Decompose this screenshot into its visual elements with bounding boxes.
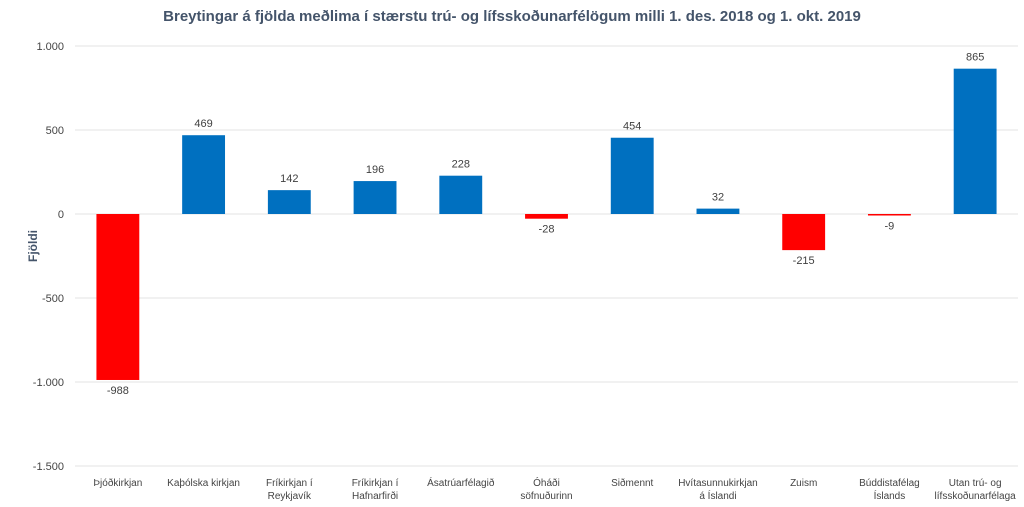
x-tick-label-line: Fríkirkjan í — [266, 478, 313, 489]
x-tick-label-line: Óháði — [533, 476, 560, 489]
bar — [525, 214, 568, 219]
x-tick-label-line: Reykjavík — [268, 491, 312, 502]
x-tick-label: Búddistafélag Íslands — [859, 478, 920, 502]
y-tick-label: -500 — [42, 293, 64, 305]
x-tick-label: Siðmennt — [611, 477, 653, 489]
data-label: 865 — [966, 52, 984, 64]
y-tick-label: 1.000 — [36, 41, 64, 53]
x-tick-label-line: Zuism — [790, 478, 817, 489]
x-tick-label-line: Íslands — [874, 489, 906, 502]
y-tick-label: 0 — [58, 209, 64, 221]
x-tick-label: Zuism — [790, 478, 817, 489]
x-tick-label: Kaþólska kirkjan — [167, 478, 240, 489]
bar — [267, 190, 311, 214]
bar — [782, 214, 826, 251]
bar — [696, 208, 740, 214]
data-label: -215 — [793, 255, 815, 267]
x-tick-label: Fríkirkjan í Hafnarfirði — [352, 478, 399, 502]
x-tick-label-line: Hafnarfirði — [352, 490, 398, 502]
x-tick-label: Hvítasunnukirkjan á Íslandi — [678, 478, 757, 502]
bar — [867, 214, 911, 216]
data-label: 228 — [452, 159, 470, 171]
x-tick-label-line: á Íslandi — [699, 489, 736, 502]
data-label: 454 — [623, 121, 641, 133]
y-tick-label: -1.000 — [33, 377, 64, 389]
x-tick-label-line: Siðmennt — [611, 477, 653, 489]
bar — [353, 181, 397, 214]
x-tick-label-line: Kaþólska kirkjan — [167, 478, 240, 489]
y-tick-label: -1.500 — [33, 461, 64, 473]
y-tick-label: 500 — [46, 125, 64, 137]
data-label: 32 — [712, 192, 724, 204]
x-tick-label-line: Þjóðkirkjan — [93, 477, 142, 489]
x-tick-label: Óháði söfnuðurinn — [520, 476, 572, 502]
bar — [953, 68, 997, 215]
x-tick-label-line: söfnuðurinn — [520, 490, 572, 502]
x-tick-label-line: Hvítasunnukirkjan — [678, 478, 757, 489]
data-label: -9 — [885, 221, 895, 233]
bar — [439, 175, 483, 214]
x-tick-label: Fríkirkjan í Reykjavík — [266, 478, 313, 502]
x-tick-label-line: Búddistafélag — [859, 478, 920, 489]
x-tick-label: Þjóðkirkjan — [93, 477, 142, 489]
x-tick-label-line: Ásatrúarfélagið — [427, 476, 495, 489]
x-tick-label-line: Utan trú- og — [949, 478, 1002, 489]
x-tick-label-line: lífsskoðunarfélaga — [935, 490, 1017, 502]
data-label: -988 — [107, 385, 129, 397]
x-tick-label: Ásatrúarfélagið — [427, 476, 495, 489]
data-label: -28 — [539, 224, 555, 236]
data-label: 142 — [280, 173, 298, 185]
bar — [182, 135, 226, 214]
data-label: 196 — [366, 164, 384, 176]
data-label: 469 — [194, 118, 212, 130]
chart-title: Breytingar á fjölda meðlima í stærstu tr… — [163, 8, 861, 25]
x-tick-label-line: Fríkirkjan í — [352, 478, 399, 489]
bar — [610, 137, 654, 214]
x-tick-label: Utan trú- og lífsskoðunarfélaga — [935, 478, 1017, 502]
bar — [96, 214, 140, 380]
